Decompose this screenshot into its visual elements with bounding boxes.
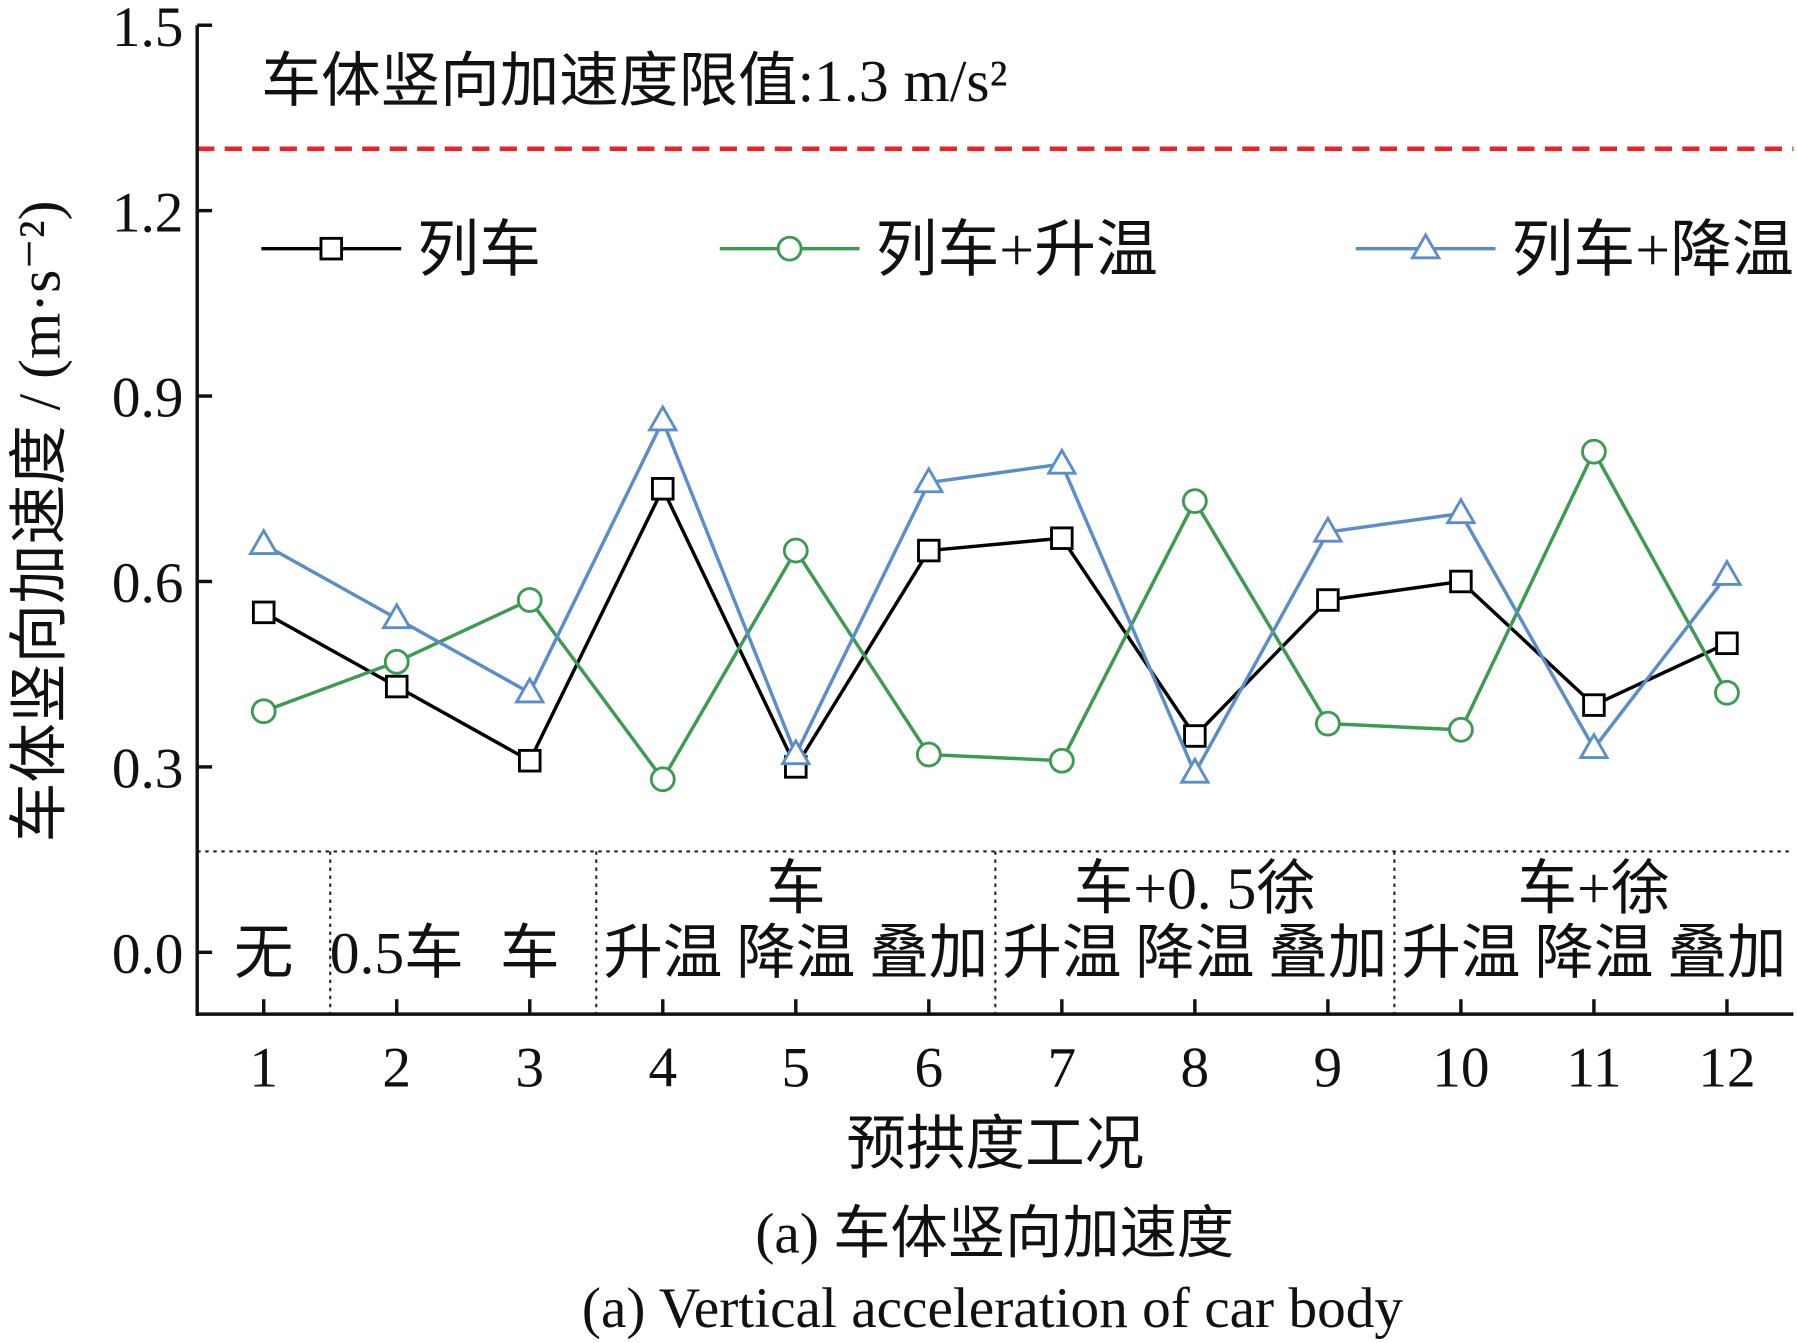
case-label-4-1: 降温 (1534, 920, 1653, 986)
series-0-point-1 (251, 600, 276, 625)
x-tick-label-5: 6 (914, 1036, 943, 1099)
case-label-4-2: 叠加 (1667, 920, 1786, 986)
y-tick-label-3: 0.9 (112, 367, 184, 430)
axes: 0.00.30.60.91.21.51 2 3 4 5 6 7 8 9 10 11 12 (112, 0, 1794, 1099)
x-tick-label-4: 5 (781, 1036, 810, 1099)
series-2-point-6 (913, 465, 945, 494)
legend: 列车 列车+升温 列车+降温 (261, 216, 1794, 284)
series-2-point-11 (1578, 731, 1610, 759)
x-tick-label-0: 1 (249, 1036, 278, 1099)
series-2-point-1 (248, 527, 280, 555)
case-label-1-0: 0.5车 (330, 920, 464, 986)
legend-marker-1 (776, 235, 803, 262)
x-tick-label-2: 3 (515, 1036, 544, 1099)
labels-layer: 车体竖向加速度 / (m·s⁻²) 预拱度工况 (a) 车体竖向加速度 (a) Ver… (7, 201, 1404, 1340)
legend-entry-1: 列车+升温 (719, 216, 1158, 284)
series-0-point-11 (1582, 693, 1606, 717)
series-2-point-12 (1711, 558, 1743, 586)
y-axis-label: 车体竖向加速度 / (m·s⁻²) (7, 201, 73, 843)
series-1-point-6 (915, 741, 942, 768)
y-tick-label-4: 1.2 (112, 181, 184, 244)
case-group-header-2: 车 (766, 856, 826, 922)
series-1-point-10 (1448, 716, 1474, 743)
series-layer (248, 404, 1743, 793)
series-0-point-3 (518, 748, 542, 773)
case-label-0-0: 无 (234, 920, 294, 986)
series-1-point-1 (250, 698, 277, 725)
series-1 (250, 438, 1740, 793)
series-0-point-9 (1316, 588, 1340, 612)
series-2-point-3 (514, 676, 546, 704)
case-label-3-1: 降温 (1135, 920, 1254, 986)
series-1-point-12 (1714, 679, 1740, 706)
x-tick-label-10: 11 (1566, 1036, 1621, 1099)
case-group-header-3: 车+0. 5徐 (1074, 856, 1316, 922)
x-tick-label-8: 9 (1314, 1036, 1343, 1099)
series-2-line (262, 416, 1729, 777)
legend-marker-2 (1409, 232, 1442, 260)
series-0-point-4 (651, 477, 675, 501)
x-tick-label-1: 2 (382, 1036, 411, 1099)
case-label-2-1: 降温 (736, 920, 855, 986)
y-tick-label-1: 0.3 (112, 738, 184, 801)
x-tick-label-9: 10 (1432, 1036, 1489, 1099)
series-0-point-10 (1449, 569, 1473, 594)
series-0-point-12 (1715, 631, 1739, 656)
case-label-1-1: 车 (500, 920, 560, 986)
case-group-header-4: 车+徐 (1518, 856, 1671, 922)
series-2-point-4 (647, 404, 679, 432)
y-tick-label-2: 0.6 (112, 552, 184, 615)
case-label-3-0: 升温 (1002, 920, 1121, 986)
case-label-2-0: 升温 (603, 920, 722, 986)
case-label-2-2: 叠加 (869, 920, 988, 986)
series-0-point-6 (917, 538, 941, 563)
legend-label-2: 列车+降温 (1512, 216, 1794, 284)
series-0-point-2 (384, 674, 409, 699)
caption-chinese: (a) 车体竖向加速度 (755, 1202, 1234, 1265)
series-0-point-7 (1050, 526, 1074, 550)
x-axis-label: 预拱度工况 (846, 1111, 1144, 1177)
legend-marker-0 (319, 236, 344, 261)
x-tick-label-7: 8 (1181, 1036, 1210, 1099)
series-2 (248, 404, 1743, 784)
legend-label-0: 列车 (417, 216, 541, 284)
series-1-point-3 (516, 587, 543, 613)
case-label-3-2: 叠加 (1268, 920, 1387, 986)
series-0-point-8 (1183, 724, 1207, 748)
y-tick-label-5: 1.5 (112, 0, 184, 59)
series-1-point-4 (649, 766, 676, 793)
series-1-point-9 (1314, 710, 1341, 737)
series-1-line (263, 447, 1729, 783)
limit-layer: 车体竖向加速度限值:1.3 m/s² (197, 48, 1794, 152)
x-tick-label-11: 12 (1698, 1036, 1755, 1099)
legend-entry-0: 列车 (261, 216, 541, 284)
caption-english: (a) Vertical acceleration of car body (582, 1277, 1403, 1340)
x-tick-label-6: 7 (1048, 1036, 1077, 1099)
series-0 (251, 477, 1739, 779)
series-2-point-9 (1312, 515, 1344, 543)
legend-entry-2: 列车+降温 (1355, 216, 1794, 284)
series-1-point-2 (383, 648, 410, 675)
series-1-point-8 (1181, 488, 1208, 515)
series-2-point-5 (780, 737, 812, 766)
case-label-4-0: 升温 (1401, 920, 1520, 986)
x-tick-label-3: 4 (648, 1036, 677, 1099)
series-2-point-2 (381, 601, 413, 630)
legend-label-1: 列车+升温 (876, 216, 1158, 284)
series-0-line (262, 484, 1728, 771)
series-2-point-10 (1445, 496, 1477, 525)
limit-annotation: 车体竖向加速度限值:1.3 m/s² (261, 48, 1007, 114)
series-1-point-5 (782, 537, 809, 564)
series-1-point-11 (1581, 438, 1607, 465)
series-1-point-7 (1048, 747, 1075, 774)
series-2-point-7 (1046, 447, 1078, 475)
series-2-point-8 (1179, 756, 1211, 784)
y-tick-label-0: 0.0 (112, 923, 184, 986)
